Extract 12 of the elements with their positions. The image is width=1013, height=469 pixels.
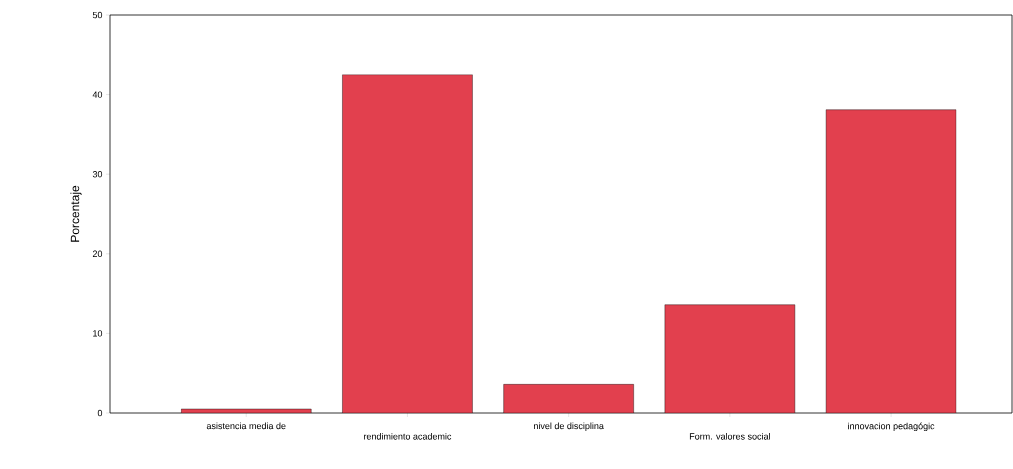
y-tick-label: 20	[92, 250, 103, 257]
x-tick-label: nivel de disciplina	[533, 422, 604, 431]
x-tick-label: asistencia media de	[206, 422, 286, 430]
y-tick-label: 10	[93, 330, 103, 337]
x-tick-label: Form. valores social	[689, 433, 770, 440]
y-axis-title: Porcentaje	[70, 185, 82, 242]
x-tick-label: rendimiento academic	[364, 433, 452, 440]
x-tick-label: innovacion pedagógic	[848, 422, 935, 432]
y-tick-label: 0	[97, 409, 103, 417]
y-tick-label: 50	[92, 11, 103, 19]
y-tick-label: 30	[92, 171, 103, 178]
y-tick-label: 40	[92, 91, 103, 98]
